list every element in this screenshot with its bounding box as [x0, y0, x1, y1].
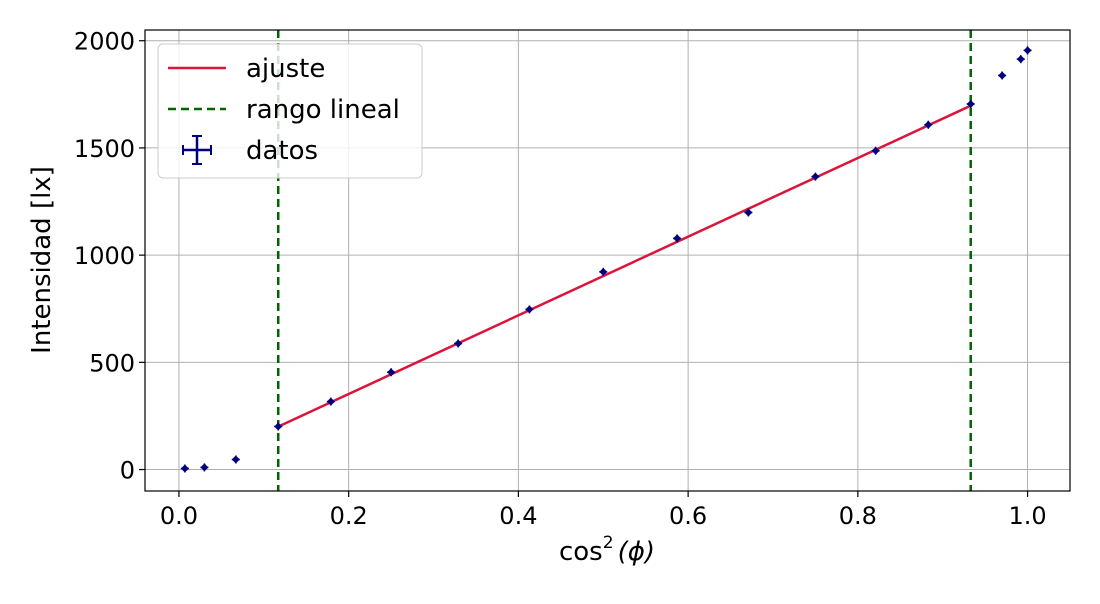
data-marker: [454, 339, 463, 348]
data-point: [744, 208, 753, 217]
x-tick-label: 0.6: [669, 502, 707, 530]
data-point: [200, 463, 209, 472]
x-tick-label: 0.2: [330, 502, 368, 530]
legend-label: datos: [246, 136, 318, 166]
x-axis-ticks: 0.0 0.2 0.4 0.6 0.8 1.0: [160, 491, 1047, 530]
y-tick-label: 0: [120, 457, 135, 485]
data-marker: [326, 397, 335, 406]
range-lines: [276, 30, 972, 491]
legend-label: ajuste: [246, 54, 325, 84]
data-point: [454, 339, 463, 348]
data-marker: [966, 99, 975, 108]
data-point: [924, 120, 933, 129]
data-point: [525, 305, 534, 314]
y-tick-label: 1000: [74, 242, 135, 270]
data-marker: [200, 463, 209, 472]
data-marker: [998, 71, 1007, 80]
data-point: [274, 422, 283, 431]
data-marker: [1016, 55, 1025, 64]
data-marker: [180, 464, 189, 473]
data-point: [599, 267, 608, 276]
legend-label: rango lineal: [246, 95, 400, 125]
data-marker: [525, 305, 534, 314]
data-point: [998, 71, 1007, 80]
data-point: [231, 455, 240, 464]
data-marker: [871, 146, 880, 155]
data-point: [966, 99, 975, 108]
x-tick-label: 0.8: [839, 502, 877, 530]
y-tick-label: 500: [89, 349, 135, 377]
y-tick-label: 1500: [74, 135, 135, 163]
data-marker: [811, 172, 820, 181]
x-tick-label: 0.4: [499, 502, 537, 530]
data-marker: [673, 234, 682, 243]
x-tick-label: 1.0: [1008, 502, 1046, 530]
data-point: [180, 464, 189, 473]
data-point: [673, 234, 682, 243]
data-point: [811, 172, 820, 181]
data-marker: [744, 208, 753, 217]
data-point: [387, 368, 396, 377]
legend-handle-datos: [182, 135, 212, 165]
data-points: [180, 46, 1032, 473]
data-marker: [387, 368, 396, 377]
y-tick-label: 2000: [74, 28, 135, 56]
x-tick-label: 0.0: [160, 502, 198, 530]
data-point: [1023, 46, 1032, 55]
data-point: [326, 397, 335, 406]
y-axis-ticks: 0 500 1000 1500 2000: [74, 28, 145, 485]
grid: [145, 30, 1070, 491]
data-point: [871, 146, 880, 155]
data-marker: [599, 267, 608, 276]
plot-frame: [144, 29, 1071, 492]
data-marker: [274, 422, 283, 431]
data-marker: [924, 120, 933, 129]
data-point: [1016, 55, 1025, 64]
legend: ajuste rango lineal datos: [157, 43, 423, 179]
y-axis-label: Intensidad [lx]: [27, 166, 57, 354]
data-marker: [231, 455, 240, 464]
legend-box: [157, 43, 423, 179]
data-marker: [1023, 46, 1032, 55]
x-axis-label: cos2 (ϕ): [559, 533, 655, 567]
